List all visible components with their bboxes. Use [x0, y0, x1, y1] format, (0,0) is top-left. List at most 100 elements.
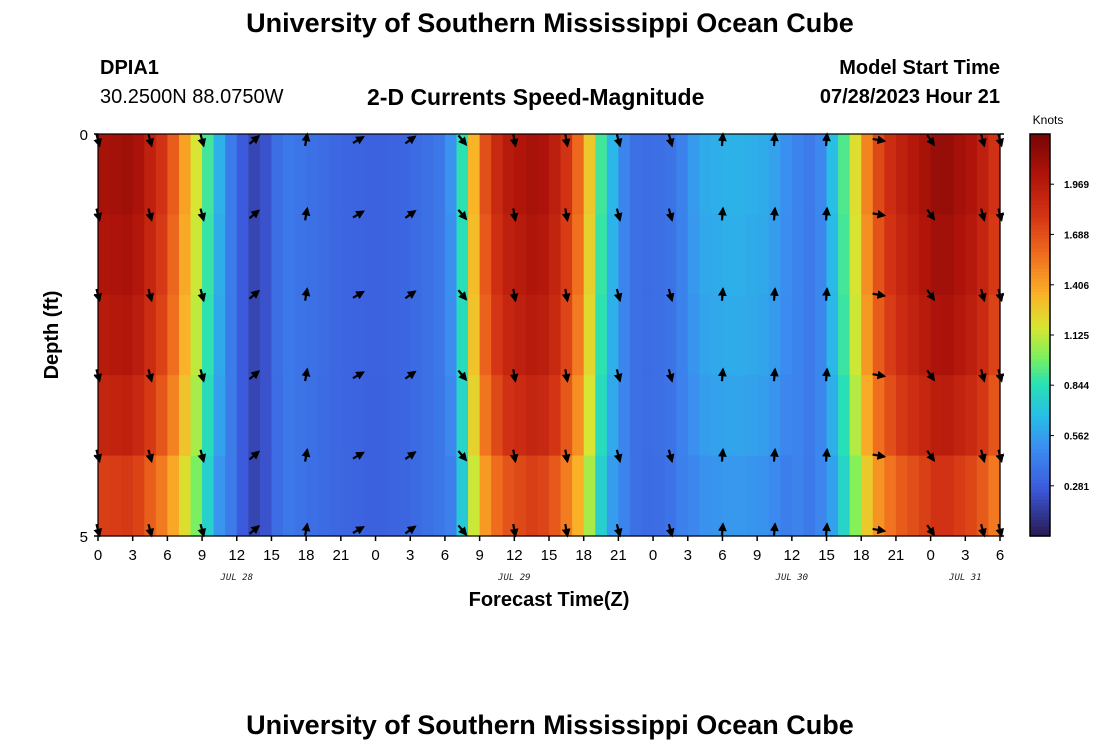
x-tick-label: 12: [228, 547, 245, 564]
heatmap-cell: [861, 134, 874, 215]
current-vector-arrow: [717, 447, 727, 462]
colorbar-segment: [1030, 355, 1050, 360]
colorbar-segment: [1030, 388, 1050, 393]
heatmap-cell: [132, 455, 145, 537]
x-axis-title: Forecast Time(Z): [469, 589, 630, 611]
heatmap-cell: [98, 375, 111, 457]
heatmap-cell: [606, 375, 619, 457]
heatmap-cell: [444, 134, 458, 215]
heatmap-cell: [259, 294, 273, 376]
heatmap-cell: [410, 294, 423, 376]
current-vector-arrow: [197, 288, 207, 303]
current-vector-arrow: [822, 367, 831, 382]
heatmap-cell: [456, 455, 469, 537]
heatmap-cell: [583, 455, 596, 537]
heatmap-cell: [653, 134, 666, 215]
heatmap-cell: [595, 455, 608, 537]
heatmap-cell: [919, 375, 932, 457]
current-vector-arrow: [404, 135, 417, 145]
heatmap-cell: [398, 375, 411, 457]
heatmap-cell: [803, 455, 816, 537]
model-start-label: Model Start Time: [839, 57, 1000, 79]
heatmap-cell: [687, 134, 700, 215]
heatmap-cell: [826, 134, 839, 215]
current-vector-arrow: [301, 132, 311, 147]
colorbar-title: Knots: [1033, 113, 1064, 127]
heatmap-cell: [398, 214, 411, 296]
y-axis-title: Depth (ft): [41, 291, 63, 380]
heatmap-cell: [919, 214, 932, 296]
heatmap-cell: [606, 294, 619, 376]
heatmap-cell: [549, 375, 562, 457]
current-vector-arrow: [561, 369, 571, 383]
heatmap-cell: [248, 134, 261, 215]
y-tick-label: 5: [80, 529, 88, 546]
x-tick-label: 15: [818, 547, 835, 564]
heatmap-cell: [884, 455, 897, 537]
heatmap-cell: [919, 294, 932, 376]
colorbar: 0.281 0.562 0.844 1.125 1.406 1.688 1.969 Knots: [1029, 113, 1089, 537]
heatmap-cell: [930, 294, 943, 376]
heatmap-cell: [294, 214, 307, 296]
heatmap-cell: [456, 134, 469, 215]
heatmap-cell: [398, 294, 411, 376]
heatmap-cell: [537, 375, 550, 457]
heatmap-cell: [479, 214, 492, 296]
colorbar-segment: [1030, 298, 1050, 303]
heatmap-cell: [213, 294, 226, 376]
heatmap-cell: [444, 455, 458, 537]
heatmap-cell: [942, 134, 955, 215]
heatmap-cell: [942, 455, 955, 537]
plot-title: 2-D Currents Speed-Magnitude: [367, 84, 705, 110]
heatmap-cell: [294, 455, 307, 537]
heatmap-cell: [537, 455, 550, 537]
heatmap-cell: [849, 134, 862, 215]
colorbar-segment: [1030, 345, 1050, 349]
x-tick-label: 6: [718, 547, 726, 564]
heatmap-cell: [202, 134, 215, 215]
heatmap-cell: [872, 375, 885, 457]
heatmap-cell: [421, 214, 434, 296]
heatmap-cell: [757, 455, 770, 537]
x-tick-label: 3: [406, 547, 414, 564]
x-tick-label: 12: [784, 547, 801, 564]
colorbar-segment: [1030, 288, 1050, 293]
heatmap-cell: [699, 375, 712, 457]
current-vector-arrow: [301, 447, 311, 462]
heatmap-cell: [132, 375, 145, 457]
heatmap-cell: [549, 134, 562, 215]
heatmap-cell: [375, 375, 388, 457]
colorbar-segment: [1030, 495, 1050, 500]
current-vector-arrow: [926, 134, 936, 147]
heatmap-cell: [780, 134, 793, 215]
heatmap-cell: [953, 455, 966, 537]
heatmap-cell: [109, 294, 122, 376]
heatmap-cell: [988, 455, 1001, 537]
current-vector-arrow: [145, 523, 155, 538]
heatmap-cell: [803, 134, 816, 215]
heatmap-cell: [803, 214, 816, 296]
current-vector-arrow: [822, 287, 831, 301]
heatmap-cell: [410, 375, 423, 457]
current-vector-arrow: [197, 449, 207, 464]
colorbar-segment: [1030, 502, 1050, 507]
colorbar-segment: [1030, 418, 1050, 423]
current-vector-arrow: [770, 367, 779, 382]
heatmap-cell: [722, 134, 735, 215]
current-vector-arrow: [822, 522, 831, 537]
current-vector-arrow: [352, 526, 365, 535]
heatmap-cell: [629, 375, 643, 457]
heatmap-cell: [306, 455, 319, 537]
heatmap-cell: [375, 134, 388, 215]
heatmap-cell: [329, 294, 342, 376]
heatmap-cell: [583, 214, 596, 296]
current-vector-arrow: [197, 133, 207, 148]
current-vector-arrow: [145, 369, 155, 383]
current-vector-arrow: [561, 288, 571, 303]
heatmap-cell: [421, 294, 434, 376]
current-vector-arrow: [978, 133, 987, 148]
current-vector-arrow: [665, 208, 675, 222]
heatmap-cell: [942, 375, 955, 457]
heatmap-cell: [572, 134, 585, 215]
heatmap-cell: [514, 294, 527, 376]
